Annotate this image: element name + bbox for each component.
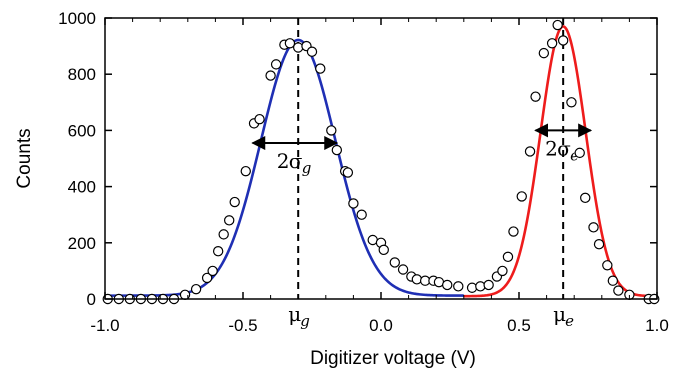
data-point — [516, 191, 527, 202]
mu-label: μ — [553, 302, 566, 326]
plot-area: 2 σ g2 σ e — [102, 18, 660, 305]
data-point — [315, 63, 326, 74]
x-tick-label: 1.0 — [645, 316, 669, 335]
sigma-subscript: g — [302, 159, 312, 177]
data-point — [331, 144, 343, 156]
data-point — [265, 70, 276, 81]
data-point — [580, 192, 591, 204]
sigma-label-number: 2 — [545, 136, 558, 160]
y-tick-label: 200 — [68, 234, 96, 253]
data-point — [254, 113, 265, 125]
data-point — [530, 91, 541, 102]
x-tick-label: -1.0 — [90, 316, 119, 335]
data-point — [229, 196, 240, 208]
data-point — [613, 285, 624, 296]
x-tick-label: 0.0 — [369, 316, 393, 335]
data-point — [497, 265, 508, 277]
y-tick-label: 1000 — [58, 9, 96, 28]
sigma-label-number: 2 — [277, 149, 290, 173]
y-axis-title: Counts — [14, 128, 35, 188]
data-point — [442, 279, 453, 291]
data-point — [190, 283, 202, 295]
data-point — [607, 275, 619, 286]
excited-state-fit-curve — [463, 25, 658, 298]
data-point — [453, 281, 464, 292]
data-point — [588, 222, 599, 233]
data-point — [508, 226, 519, 237]
data-point — [218, 229, 229, 240]
data-point — [389, 257, 400, 268]
data-point — [397, 264, 409, 275]
sigma-label: σ — [557, 136, 571, 160]
data-point — [378, 244, 389, 256]
data-point — [270, 59, 282, 70]
sigma-subscript: e — [570, 146, 579, 164]
data-point — [574, 147, 585, 159]
data-point — [483, 279, 494, 291]
data-point — [326, 125, 337, 136]
data-point — [212, 246, 224, 257]
x-tick-label: 0.5 — [507, 316, 531, 335]
data-point — [306, 46, 318, 57]
data-point — [546, 38, 558, 49]
data-point — [356, 209, 367, 220]
data-point — [538, 47, 550, 59]
y-tick-label: 0 — [87, 290, 96, 309]
y-tick-label: 400 — [68, 178, 96, 197]
y-tick-label: 800 — [68, 65, 96, 84]
data-point — [602, 260, 613, 271]
data-point — [284, 38, 296, 49]
data-point — [411, 274, 423, 285]
data-point — [524, 146, 536, 157]
data-point — [293, 42, 304, 53]
mu-label: μ — [288, 302, 301, 326]
data-point — [475, 281, 486, 292]
y-tick-label: 600 — [68, 121, 96, 140]
data-point — [342, 167, 354, 178]
data-point — [466, 282, 478, 293]
data-point — [557, 35, 569, 46]
x-tick-label: -0.5 — [228, 316, 257, 335]
data-point — [201, 272, 213, 284]
data-point — [593, 239, 605, 250]
data-point — [566, 97, 577, 108]
x-axis-title: Digitizer voltage (V) — [310, 348, 476, 369]
data-point — [223, 215, 235, 226]
data-point — [240, 165, 251, 177]
data-point — [552, 19, 563, 31]
data-point — [207, 265, 218, 277]
mu-subscript: g — [300, 312, 310, 330]
sigma-label: σ — [289, 149, 303, 173]
mu-subscript: e — [565, 312, 574, 330]
data-point — [348, 198, 359, 209]
data-point — [502, 251, 514, 263]
